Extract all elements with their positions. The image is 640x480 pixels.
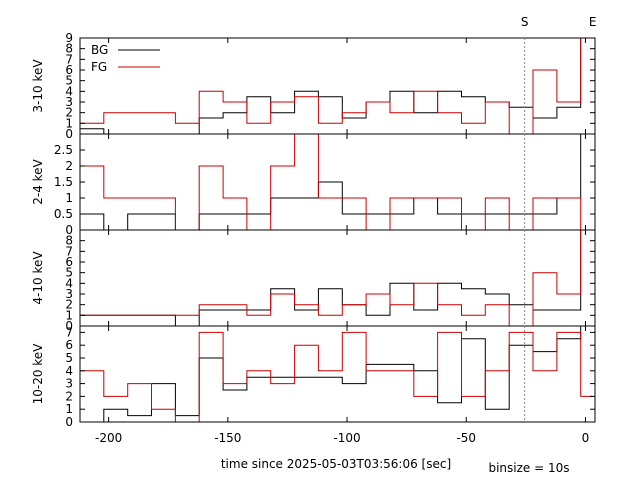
series-bg-line [80,326,593,422]
y-tick-label: 6 [65,255,73,269]
y-tick-label: 0 [65,127,73,141]
x-axis-label: time since 2025-05-03T03:56:06 [sec] [221,457,451,471]
y-tick-label: 1 [65,116,73,130]
y-tick-label: 7 [65,52,73,66]
y-tick-label: 7 [65,244,73,258]
series-fg-line [80,38,593,134]
y-tick-label: 0 [65,223,73,237]
y-tick-label: 6 [65,338,73,352]
marker-s-label: S [521,15,529,29]
y-tick-label: 8 [65,42,73,56]
panel-frame [79,325,596,423]
panel-frame [79,229,596,327]
y-axis-label: 10-20 keV [31,343,45,405]
y-tick-label: 2 [65,389,73,403]
y-tick-label: 0.5 [54,207,73,221]
y-tick-label: 8 [65,234,73,248]
y-tick-label: 5 [65,351,73,365]
y-tick-label: 7 [65,325,73,339]
x-tick-label: 0 [582,431,590,445]
panel-1: 0 0.5 1 1.5 2 2.5 2-4 keV [31,133,596,237]
y-tick-label: 5 [65,74,73,88]
y-tick-label: 0 [65,415,73,429]
y-tick-label: 2.5 [54,143,73,157]
series-fg-line [80,134,593,230]
y-tick-label: 4 [65,84,73,98]
y-tick-label: 3 [65,377,73,391]
x-tick-label: -150 [214,431,241,445]
y-tick-label: 2 [65,298,73,312]
series-bg-line [80,38,593,134]
y-tick-label: 3 [65,287,73,301]
y-tick-label: 0 [65,319,73,333]
y-tick-label: 4 [65,276,73,290]
y-axis-label: 3-10 keV [31,59,45,113]
x-tick-label: -200 [95,431,122,445]
y-tick-label: 1 [65,191,73,205]
legend-label-bg: BG [91,43,108,57]
y-tick-label: 4 [65,364,73,378]
binsize-label: binsize = 10s [488,461,569,475]
y-axis-label: 2-4 keV [31,158,45,204]
y-axis-label: 4-10 keV [31,251,45,305]
y-tick-label: 1.5 [54,175,73,189]
y-tick-label: 1 [65,308,73,322]
y-tick-label: 5 [65,266,73,280]
legend: BG FG [91,43,160,74]
series-bg-line [80,230,593,326]
y-tick-label: 2 [65,159,73,173]
legend-label-fg: FG [91,60,107,74]
x-tick-label: -100 [333,431,360,445]
panel-frame [79,37,596,135]
y-tick-label: 9 [65,31,73,45]
y-tick-label: 1 [65,402,73,416]
series-bg-line [80,134,593,230]
y-tick-label: 6 [65,63,73,77]
series-fg-line [80,331,593,422]
y-tick-label: 2 [65,106,73,120]
series-fg-line [80,230,593,326]
marker-e-label: E [589,15,597,29]
x-tick-label: -50 [456,431,476,445]
y-tick-label: 3 [65,95,73,109]
